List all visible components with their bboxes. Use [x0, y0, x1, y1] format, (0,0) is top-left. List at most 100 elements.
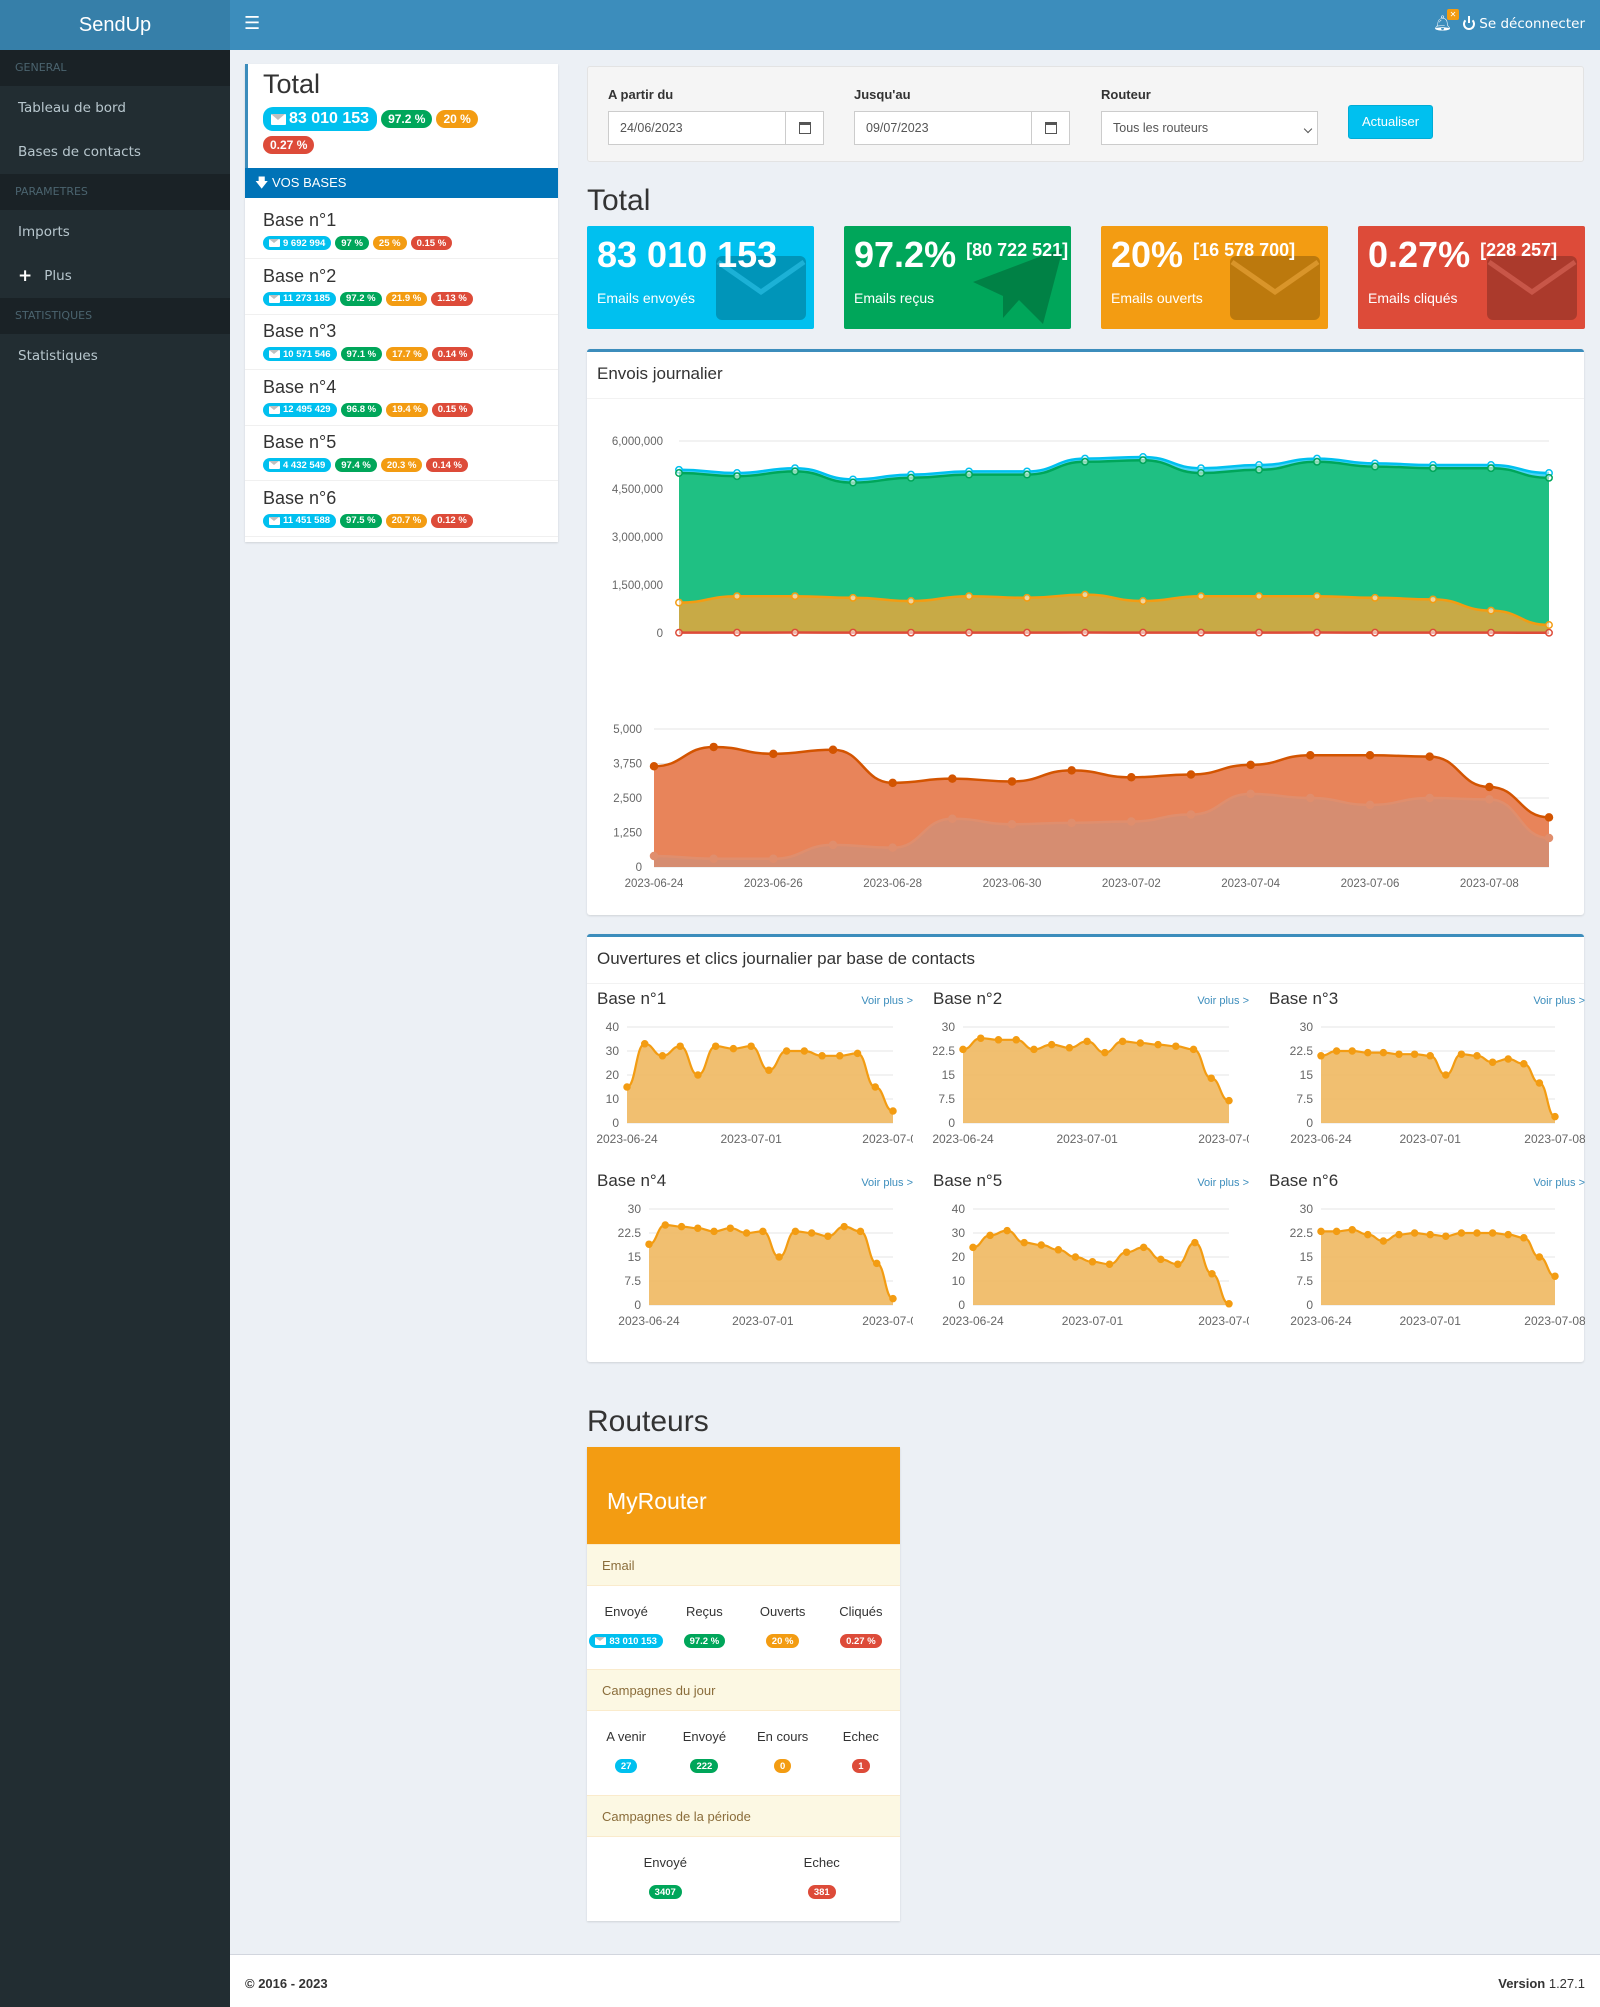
data-point — [791, 592, 799, 601]
data-point — [1047, 1040, 1056, 1049]
data-point — [907, 597, 915, 605]
data-point — [872, 1259, 881, 1268]
base-row[interactable]: Base n°5 4 432 549 97.4 % 20.3 % 0.14 % — [245, 426, 558, 481]
upcoming-badge: 27 — [614, 1759, 638, 1773]
hamburger-icon[interactable]: ☰ — [244, 13, 261, 34]
base-row[interactable]: Base n°2 11 273 185 97.2 % 21.9 % 1.13 % — [245, 260, 558, 315]
base-opened-badge: 20.7 % — [385, 513, 428, 528]
data-point — [1379, 1048, 1388, 1057]
sidebar-item-plus[interactable]: + Plus — [0, 254, 230, 298]
received-badge: 97.2 % — [381, 110, 433, 128]
base-badges: 12 495 429 96.8 % 19.4 % 0.15 % — [263, 402, 474, 417]
x-tick-label: 2023-07-06 — [1341, 878, 1400, 890]
data-point — [1410, 1229, 1419, 1237]
voir-plus-link[interactable]: Voir plus > — [1533, 995, 1585, 1007]
refresh-button[interactable]: Actualiser — [1348, 105, 1433, 139]
voir-plus-link[interactable]: Voir plus > — [1197, 1177, 1249, 1189]
voir-plus-link[interactable]: Voir plus > — [1533, 1177, 1585, 1189]
sidebar-item-dashboard[interactable]: Tableau de bord — [0, 86, 230, 130]
router-name[interactable]: MyRouter — [587, 1447, 900, 1544]
data-point — [1139, 1243, 1148, 1252]
y-tick-label: 22.5 — [1290, 1226, 1314, 1240]
y-tick-label: 0 — [958, 1298, 965, 1312]
data-point — [1255, 592, 1263, 601]
x-tick-label: 2023-07-08 — [1198, 1132, 1249, 1146]
sidebar-item-imports[interactable]: Imports — [0, 210, 230, 254]
data-point — [1332, 1227, 1341, 1236]
vos-bases-header: 🡇︎ VOS BASES — [245, 168, 558, 198]
app-logo[interactable]: SendUp — [0, 0, 230, 50]
y-tick-label: 7.5 — [1296, 1092, 1313, 1106]
data-point — [1197, 592, 1205, 601]
data-point — [1122, 1248, 1131, 1256]
base-clicked-badge: 0.14 % — [426, 458, 468, 472]
y-tick-label: 15 — [1300, 1068, 1314, 1082]
data-point — [675, 628, 683, 637]
series-area — [649, 1225, 893, 1305]
router-select[interactable]: Tous les routeurs — [1101, 111, 1318, 145]
base-opened-badge: 19.4 % — [386, 402, 428, 417]
data-point — [1023, 593, 1031, 602]
y-tick-label: 3,750 — [613, 759, 642, 771]
data-point — [759, 1227, 767, 1236]
y-tick-label: 15 — [628, 1250, 642, 1264]
sidebar-item-statistics[interactable]: Statistiques — [0, 334, 230, 378]
badge-value: 3407 — [654, 1886, 676, 1898]
base-row[interactable]: Base n°3 10 571 546 97.1 % 17.7 % 0.14 % — [245, 315, 558, 370]
base-name: Base n°5 — [263, 432, 337, 452]
sidebar-item-label: Statistiques — [18, 348, 98, 364]
data-point — [849, 628, 857, 637]
base-row[interactable]: Base n°6 11 451 588 97.5 % 20.7 % 0.12 % — [245, 482, 558, 537]
version-label: Version — [1498, 1976, 1546, 1991]
voir-plus-link[interactable]: Voir plus > — [861, 1177, 913, 1189]
data-point — [1365, 800, 1375, 810]
base-sent-badge: 12 495 429 — [263, 402, 337, 417]
data-point — [836, 1052, 844, 1060]
y-tick-label: 40 — [606, 1020, 620, 1034]
logout-button[interactable]: Se déconnecter — [1463, 16, 1585, 32]
to-calendar-button[interactable] — [1032, 111, 1070, 145]
base-row[interactable]: Base n°4 12 495 429 96.8 % 19.4 % 0.15 % — [245, 371, 558, 426]
y-tick-label: 4,500,000 — [612, 484, 663, 496]
y-tick-label: 1,250 — [613, 828, 642, 840]
from-calendar-button[interactable] — [786, 111, 824, 145]
badge-value: 83 010 153 — [609, 1635, 657, 1647]
from-date-input[interactable]: 24/06/2023 — [608, 111, 786, 145]
stat-box: 83 010 153 Emails envoyés — [587, 226, 814, 329]
y-tick-label: 30 — [628, 1202, 642, 1216]
data-point — [1545, 628, 1553, 637]
data-point — [729, 1044, 738, 1053]
router-col-value: 0.27 % — [822, 1634, 900, 1648]
base-row[interactable]: Base n°1 9 692 994 97 % 25 % 0.15 % — [245, 204, 558, 259]
data-point — [1037, 1241, 1046, 1249]
mini-chart-title: Base n°4 — [597, 1171, 667, 1190]
data-point — [889, 1294, 897, 1303]
badge-value: 381 — [813, 1886, 830, 1898]
base-name: Base n°1 — [263, 210, 337, 230]
data-point — [1429, 464, 1437, 473]
day-campaigns-header: Campagnes du jour — [587, 1669, 900, 1711]
data-point — [1487, 628, 1495, 637]
data-point — [1306, 750, 1315, 760]
y-tick-label: 6,000,000 — [612, 436, 663, 448]
envelope-icon — [716, 248, 806, 324]
data-point — [856, 1227, 865, 1236]
data-point — [1395, 1230, 1403, 1239]
to-date-input[interactable]: 09/07/2023 — [854, 111, 1032, 145]
data-point — [1365, 750, 1375, 760]
router-col-label: Ouverts — [759, 1604, 806, 1619]
voir-plus-link[interactable]: Voir plus > — [1197, 995, 1249, 1007]
router-col-label: A venir — [606, 1729, 646, 1744]
data-point — [1246, 789, 1255, 799]
base-received-badge: 96.8 % — [340, 402, 383, 417]
data-point — [1174, 1260, 1182, 1268]
footer: © 2016 - 2023 Version 1.27.1 — [230, 1954, 1600, 2007]
data-point — [1425, 793, 1434, 803]
data-point — [889, 1107, 897, 1115]
data-point — [709, 854, 718, 863]
sidebar-item-contact-bases[interactable]: Bases de contacts — [0, 130, 230, 174]
base-badges: 4 432 549 97.4 % 20.3 % 0.14 % — [263, 458, 468, 472]
data-point — [710, 1227, 718, 1236]
voir-plus-link[interactable]: Voir plus > — [861, 995, 913, 1007]
data-point — [1197, 628, 1205, 637]
